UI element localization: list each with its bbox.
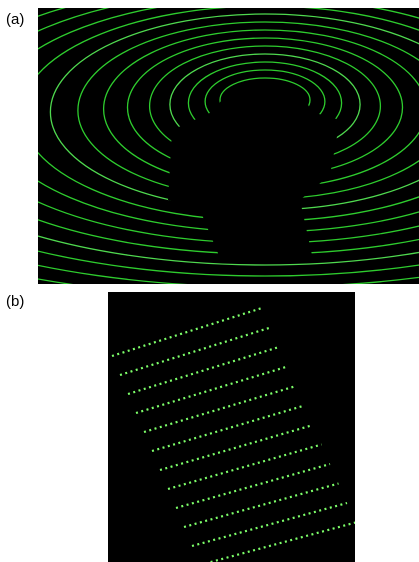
panel-label: (a) (6, 11, 24, 28)
figure: (a) (b) (0, 0, 419, 562)
panel-label: (b) (6, 293, 24, 310)
